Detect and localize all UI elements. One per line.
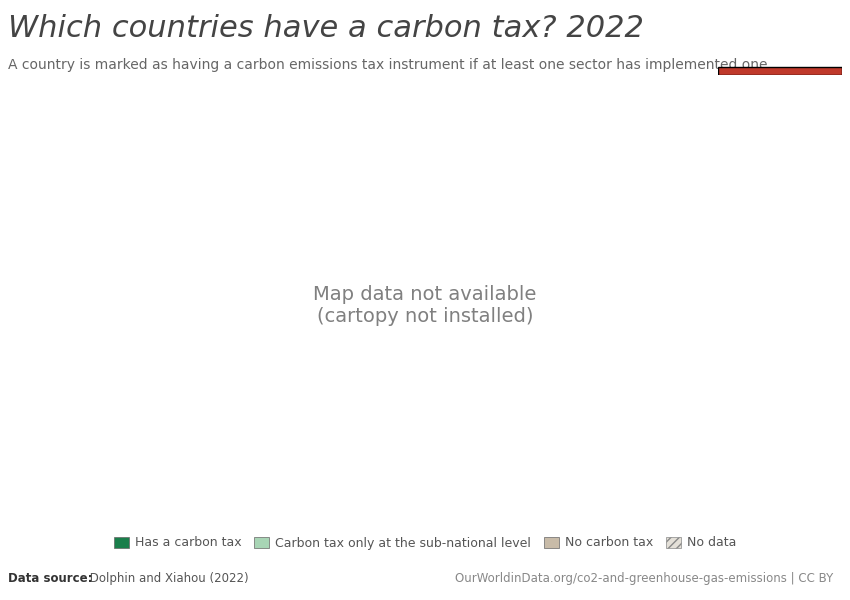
Text: Dolphin and Xiahou (2022): Dolphin and Xiahou (2022) bbox=[86, 572, 248, 585]
Text: in Data: in Data bbox=[753, 44, 807, 58]
Text: OurWorldinData.org/co2-and-greenhouse-gas-emissions | CC BY: OurWorldinData.org/co2-and-greenhouse-ga… bbox=[455, 572, 833, 585]
Text: Map data not available
(cartopy not installed): Map data not available (cartopy not inst… bbox=[314, 286, 536, 326]
Text: Data source:: Data source: bbox=[8, 572, 93, 585]
FancyBboxPatch shape bbox=[718, 67, 842, 75]
Text: A country is marked as having a carbon emissions tax instrument if at least one : A country is marked as having a carbon e… bbox=[8, 58, 773, 71]
Text: Our World: Our World bbox=[742, 22, 818, 35]
Text: Which countries have a carbon tax? 2022: Which countries have a carbon tax? 2022 bbox=[8, 14, 644, 43]
Legend: Has a carbon tax, Carbon tax only at the sub-national level, No carbon tax, No d: Has a carbon tax, Carbon tax only at the… bbox=[109, 532, 741, 554]
